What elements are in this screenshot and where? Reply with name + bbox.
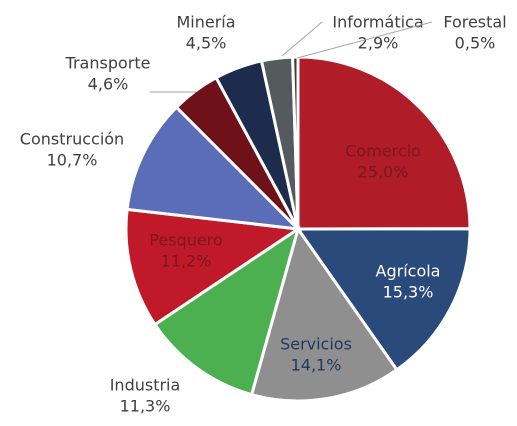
slice-value: 2,9%	[358, 34, 399, 53]
pie-slice	[291, 55, 300, 230]
slice-name: Agrícola	[376, 262, 441, 281]
leader-line	[281, 21, 323, 57]
slice-name: Construcción	[20, 130, 124, 149]
pie-slice	[295, 227, 472, 372]
slice-name: Forestal	[443, 13, 506, 32]
slice-name: Servicios	[280, 335, 352, 354]
pie-slice	[296, 55, 472, 231]
pie-slice	[249, 225, 399, 403]
pie-slice	[124, 207, 303, 327]
slice-name: Industria	[110, 376, 181, 395]
slice-name: Pesquero	[149, 231, 222, 250]
slice-name: Comercio	[345, 142, 421, 161]
slice-value: 4,5%	[186, 34, 227, 53]
slice-value: 25,0%	[358, 163, 409, 182]
slice-value: 11,2%	[161, 252, 212, 271]
slice-name: Informática	[332, 13, 423, 32]
slice-name: Transporte	[65, 54, 151, 73]
leader-line	[296, 21, 433, 59]
slice-value: 4,6%	[88, 75, 129, 94]
slice-value: 15,3%	[383, 283, 434, 302]
slice-value: 11,3%	[120, 397, 171, 416]
slice-value: 14,1%	[291, 356, 342, 375]
slice-value: 0,5%	[455, 34, 496, 53]
slice-name: Minería	[176, 13, 235, 32]
pie-slice	[125, 105, 303, 231]
pie-slice	[152, 225, 301, 397]
slice-value: 10,7%	[47, 151, 98, 170]
